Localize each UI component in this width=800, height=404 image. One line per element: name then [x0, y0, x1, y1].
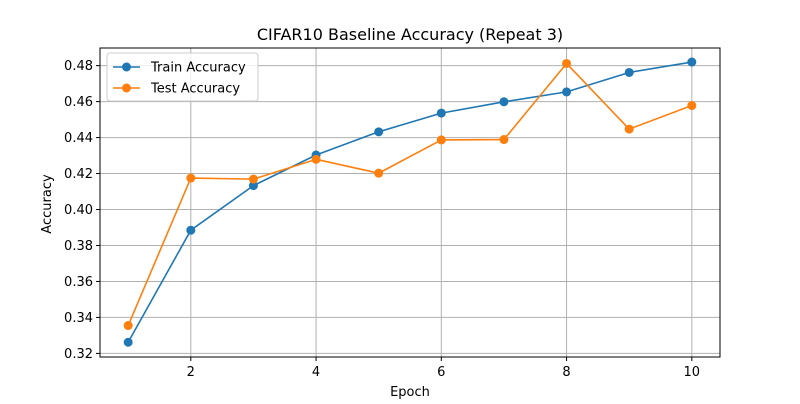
- x-tick-label: 10: [684, 365, 701, 380]
- legend-entry-test-accuracy: Test Accuracy: [113, 82, 240, 97]
- y-axis-label: Accuracy: [40, 174, 55, 234]
- y-tick-label: 0.42: [64, 167, 93, 182]
- train-accuracy-point: [687, 57, 697, 67]
- test-accuracy-point: [311, 154, 321, 164]
- test-accuracy-point: [248, 174, 258, 184]
- legend: Train Accuracy Test Accuracy: [106, 52, 259, 102]
- test-accuracy-line: [127, 62, 693, 326]
- series-group: [123, 57, 697, 347]
- train-accuracy-point: [123, 337, 133, 347]
- series-train-accuracy: [123, 57, 697, 347]
- axis-ticks: 2 4 6 8 10 0.32 0.34 0.36 0.38 0.40 0.42 0.44 0.46 0.…: [64, 59, 700, 380]
- grid: [100, 48, 720, 357]
- x-tick-label: 2: [187, 365, 195, 380]
- legend-swatch-marker: [122, 83, 131, 93]
- legend-label: Test Accuracy: [150, 82, 240, 97]
- train-accuracy-point: [624, 67, 634, 77]
- y-tick-label: 0.44: [64, 131, 93, 146]
- train-accuracy-point: [186, 225, 196, 235]
- series-test-accuracy: [123, 58, 697, 331]
- train-accuracy-point: [374, 127, 384, 137]
- test-accuracy-point: [123, 321, 133, 331]
- legend-swatch-marker: [122, 62, 131, 72]
- y-tick-label: 0.48: [64, 59, 93, 74]
- test-accuracy-point: [687, 101, 697, 111]
- legend-box: [106, 52, 259, 102]
- legend-entry-train-accuracy: Train Accuracy: [113, 61, 246, 76]
- train-accuracy-point: [248, 181, 258, 191]
- x-tick-label: 4: [312, 365, 320, 380]
- chart-title: CIFAR10 Baseline Accuracy (Repeat 3): [257, 25, 563, 44]
- test-accuracy-point: [186, 173, 196, 183]
- y-tick-label: 0.46: [64, 95, 93, 110]
- test-accuracy-point: [374, 168, 384, 178]
- test-accuracy-point: [499, 135, 509, 145]
- y-tick-label: 0.32: [64, 347, 93, 362]
- y-tick-label: 0.36: [64, 275, 93, 290]
- legend-label: Train Accuracy: [150, 61, 246, 76]
- train-accuracy-point: [499, 97, 509, 107]
- train-accuracy-point: [562, 87, 572, 97]
- x-tick-label: 6: [437, 365, 445, 380]
- test-accuracy-point: [562, 58, 572, 68]
- plot-area-frame: [99, 47, 721, 358]
- y-tick-label: 0.40: [64, 203, 93, 218]
- y-tick-label: 0.34: [64, 311, 93, 326]
- test-accuracy-point: [624, 124, 634, 134]
- y-tick-label: 0.38: [64, 239, 93, 254]
- x-axis-label: Epoch: [390, 385, 430, 400]
- train-accuracy-point: [436, 108, 446, 118]
- x-tick-label: 8: [562, 365, 570, 380]
- train-accuracy-line: [127, 61, 692, 343]
- test-accuracy-point: [436, 135, 446, 145]
